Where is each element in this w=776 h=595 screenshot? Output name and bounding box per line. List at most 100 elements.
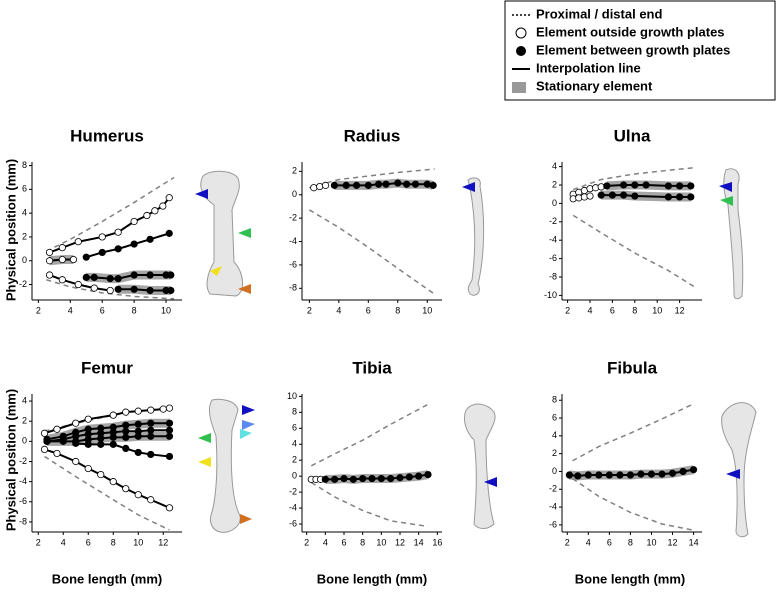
y-tick-label: 2 — [22, 416, 27, 426]
interpolation-line — [47, 435, 170, 443]
chart-title: Ulna — [614, 126, 651, 145]
filled-point — [424, 470, 432, 479]
bone — [467, 177, 485, 296]
open-point — [74, 280, 82, 289]
x-tick-label: 10 — [646, 537, 656, 547]
chart-title: Tibia — [352, 358, 392, 377]
filled-point — [147, 426, 155, 434]
filled-point — [603, 182, 611, 190]
open-point — [122, 408, 130, 416]
open-point — [98, 233, 106, 241]
filled-point — [411, 180, 420, 188]
y-tick-label: -8 — [289, 283, 297, 293]
arrow — [195, 189, 208, 199]
filled-point — [375, 180, 383, 188]
arrow — [720, 196, 733, 206]
open-point — [45, 271, 54, 279]
open-point — [586, 192, 594, 200]
x-tick-label: 2 — [565, 305, 570, 315]
filled-point — [134, 420, 142, 428]
filled-point — [97, 440, 105, 448]
y-tick-label: -2 — [289, 486, 297, 496]
y-tick-label: -6 — [549, 519, 557, 529]
legend-symbol — [516, 46, 526, 56]
x-tick-label: 8 — [111, 537, 116, 547]
y-tick-label: -4 — [19, 476, 27, 486]
filled-point — [330, 181, 339, 189]
x-tick-label: 6 — [610, 305, 615, 315]
x-tick-label: 12 — [675, 305, 685, 315]
plot-area — [45, 176, 175, 300]
filled-point — [340, 474, 348, 483]
boundary-line — [44, 455, 170, 531]
legend-symbol — [515, 27, 527, 39]
chart-title: Femur — [81, 358, 133, 377]
filled-point — [146, 271, 154, 279]
filled-point — [98, 248, 106, 257]
y-tick-label: 2 — [292, 455, 297, 465]
filled-point — [165, 426, 174, 434]
interpolation-line — [46, 429, 170, 443]
boundary-line — [46, 176, 175, 252]
y-tick-label: 4 — [22, 208, 27, 218]
filled-point — [349, 475, 357, 483]
filled-point — [619, 181, 628, 189]
filled-point — [631, 192, 639, 200]
open-point — [53, 425, 61, 433]
filled-point — [626, 471, 635, 479]
filled-point — [331, 475, 339, 483]
arrow — [238, 228, 251, 238]
filled-point — [668, 469, 677, 477]
filled-point — [364, 181, 372, 189]
filled-point — [394, 179, 402, 187]
y-tick-label: -6 — [19, 496, 27, 506]
open-point — [165, 504, 174, 512]
arrow — [240, 429, 252, 439]
y-tick-label: -2 — [289, 213, 297, 223]
boundary-line — [308, 209, 436, 295]
filled-point — [675, 193, 684, 201]
arrow — [462, 182, 475, 192]
y-tick-label: 0 — [292, 189, 297, 199]
x-tick-label: 6 — [366, 305, 371, 315]
arrow — [484, 477, 497, 487]
filled-point — [130, 285, 138, 293]
x-tick-label: 10 — [422, 305, 432, 315]
arrow — [238, 284, 251, 294]
filled-point — [114, 274, 122, 283]
y-tick-label: 8 — [552, 395, 557, 405]
y-tick-label: 2 — [22, 231, 27, 241]
y-tick-label: -8 — [19, 516, 27, 526]
open-point — [159, 405, 167, 413]
filled-point — [403, 180, 411, 188]
x-tick-label: 4 — [336, 305, 341, 315]
arrow — [726, 469, 740, 479]
boundary-line — [572, 166, 697, 191]
filled-point — [147, 419, 155, 427]
legend-label: Proximal / distal end — [536, 6, 662, 21]
filled-point — [43, 437, 51, 445]
x-axis-label: Bone length (mm) — [52, 571, 163, 586]
open-point — [45, 248, 54, 257]
chart-title: Fibula — [607, 358, 658, 377]
legend-label: Element outside growth plates — [536, 24, 725, 39]
x-tick-label: 6 — [100, 305, 105, 315]
filled-point — [114, 245, 122, 253]
filled-point — [122, 427, 130, 435]
open-point — [109, 411, 117, 419]
y-tick-label: 4 — [552, 161, 557, 171]
x-tick-label: 8 — [360, 537, 365, 547]
open-point — [53, 449, 61, 458]
chart-title: Radius — [344, 126, 401, 145]
filled-point — [321, 475, 329, 483]
filled-point — [82, 253, 90, 261]
open-point — [114, 228, 122, 236]
filled-point — [134, 448, 142, 457]
filled-point — [377, 474, 385, 483]
open-point — [147, 406, 155, 414]
open-point — [106, 286, 114, 295]
open-point — [45, 257, 54, 265]
x-tick-label: 4 — [586, 537, 591, 547]
open-point — [90, 284, 98, 292]
open-point — [134, 407, 142, 415]
